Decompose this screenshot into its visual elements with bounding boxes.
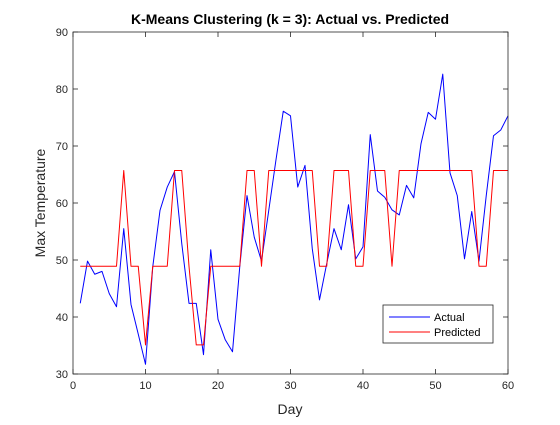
y-tick-label: 50 xyxy=(56,255,68,267)
x-tick-label: 60 xyxy=(502,380,514,392)
y-tick-label: 60 xyxy=(56,198,68,210)
y-tick-label: 80 xyxy=(56,84,68,96)
legend-label-actual: Actual xyxy=(434,312,465,324)
y-tick-label: 40 xyxy=(56,312,68,324)
x-axis-label: Day xyxy=(278,401,303,417)
x-tick-label: 20 xyxy=(212,380,224,392)
legend: Actual Predicted xyxy=(382,304,494,344)
y-tick-label: 90 xyxy=(56,27,68,39)
y-tick-label: 30 xyxy=(56,369,68,381)
series-line-predicted xyxy=(80,170,508,346)
x-tick-label: 10 xyxy=(139,380,151,392)
axes-layer: 0 10 20 30 40 50 60 30 40 50 60 70 80 90 xyxy=(56,27,514,392)
x-tick-label: 50 xyxy=(429,380,441,392)
y-tick-label: 70 xyxy=(56,141,68,153)
y-axis-label: Max Temperature xyxy=(32,148,48,257)
series-layer xyxy=(79,73,509,365)
x-tick-label: 0 xyxy=(70,380,76,392)
x-tick-label: 30 xyxy=(284,380,296,392)
legend-label-predicted: Predicted xyxy=(434,327,480,339)
legend-box xyxy=(382,304,494,344)
chart-title: K-Means Clustering (k = 3): Actual vs. P… xyxy=(131,11,449,27)
x-tick-label: 40 xyxy=(357,380,369,392)
